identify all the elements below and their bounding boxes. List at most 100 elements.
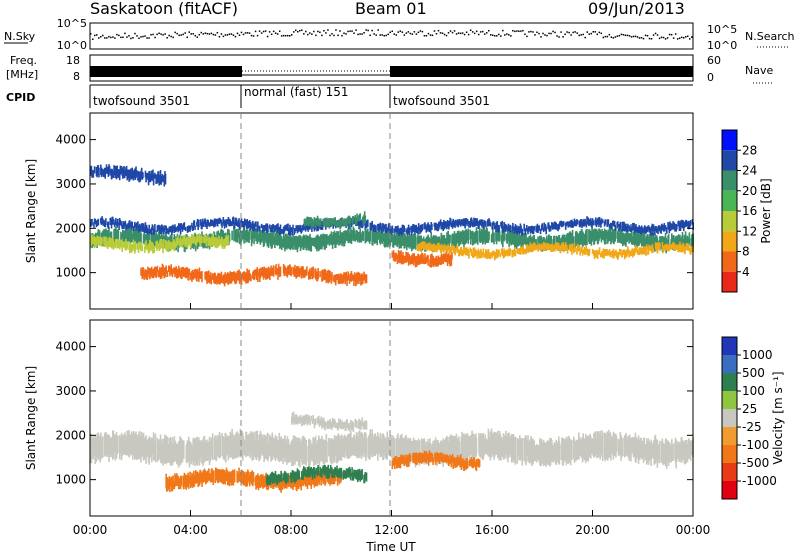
range-cell bbox=[465, 218, 468, 225]
range-cell bbox=[650, 439, 652, 467]
range-cell bbox=[251, 432, 254, 461]
range-cell bbox=[156, 265, 159, 273]
noise-point bbox=[174, 31, 176, 34]
range-cell bbox=[276, 228, 279, 233]
noise-point bbox=[321, 34, 323, 37]
range-cell bbox=[309, 270, 312, 280]
noise-point bbox=[226, 34, 229, 36]
power-panel: 1000 2000 3000 4000 Slant Range [km] 28 24 20… bbox=[24, 112, 773, 310]
noise-point bbox=[666, 37, 669, 39]
range-cell bbox=[182, 440, 185, 459]
noise-point bbox=[419, 30, 422, 32]
noise-point bbox=[626, 34, 629, 37]
range-cell bbox=[307, 466, 310, 477]
range-cell bbox=[678, 442, 681, 463]
range-cell bbox=[237, 228, 240, 239]
range-cell bbox=[119, 219, 122, 226]
range-cell bbox=[350, 472, 352, 481]
range-cell bbox=[201, 472, 203, 487]
range-cell bbox=[238, 467, 240, 482]
noise-point bbox=[425, 35, 428, 37]
range-cell bbox=[350, 220, 353, 228]
range-cell bbox=[349, 218, 352, 228]
x-axis-label: Time UT bbox=[365, 540, 416, 554]
range-cell bbox=[618, 248, 621, 256]
noise-point bbox=[485, 32, 488, 34]
noise-point bbox=[317, 30, 319, 33]
range-cell bbox=[371, 220, 373, 228]
range-cell bbox=[520, 246, 522, 251]
colorbar-tick-label: 4 bbox=[742, 265, 750, 279]
range-cell bbox=[231, 230, 233, 241]
noise-point bbox=[560, 31, 562, 33]
noise-point bbox=[622, 34, 625, 36]
range-cell bbox=[395, 226, 398, 233]
range-cell bbox=[596, 251, 599, 259]
noise-point bbox=[172, 36, 174, 39]
range-cell bbox=[647, 225, 650, 231]
range-cell bbox=[434, 452, 436, 462]
range-cell bbox=[578, 245, 581, 251]
range-cell bbox=[311, 237, 313, 246]
colorbar-swatch bbox=[722, 355, 737, 373]
noise-point bbox=[383, 34, 385, 37]
range-cell bbox=[277, 223, 279, 231]
range-cell bbox=[669, 443, 671, 462]
range-cell bbox=[662, 227, 665, 232]
range-cell bbox=[305, 234, 308, 251]
noise-point bbox=[596, 33, 599, 36]
range-cell bbox=[429, 225, 432, 233]
noise-point bbox=[578, 34, 580, 37]
range-cell bbox=[582, 232, 585, 246]
range-cell bbox=[356, 213, 358, 222]
range-cell bbox=[545, 226, 547, 235]
range-cell bbox=[272, 479, 275, 490]
range-cell bbox=[123, 224, 125, 230]
noise-point bbox=[552, 30, 554, 33]
range-cell bbox=[665, 227, 668, 234]
range-cell bbox=[110, 220, 113, 229]
range-cell bbox=[217, 240, 220, 248]
range-cell bbox=[346, 275, 348, 287]
range-cell bbox=[359, 213, 362, 220]
range-cell bbox=[166, 227, 168, 234]
range-cell bbox=[360, 422, 362, 430]
range-cell bbox=[170, 226, 172, 232]
range-cell bbox=[593, 251, 596, 260]
colorbar-swatch bbox=[722, 409, 737, 427]
range-cell bbox=[354, 233, 357, 242]
range-cell bbox=[101, 237, 103, 244]
noise-point bbox=[684, 36, 687, 38]
range-cell bbox=[91, 218, 93, 226]
range-cell bbox=[443, 235, 446, 244]
noise-point bbox=[359, 33, 361, 35]
noise-point bbox=[280, 35, 283, 37]
range-cell bbox=[577, 233, 580, 246]
range-cell bbox=[172, 224, 174, 232]
noise-point bbox=[168, 34, 170, 37]
range-cell bbox=[265, 270, 267, 280]
noise-point bbox=[144, 35, 146, 37]
range-cell bbox=[397, 249, 400, 262]
range-cell bbox=[274, 435, 277, 461]
range-cell bbox=[507, 231, 509, 241]
range-cell bbox=[488, 437, 490, 457]
noise-point bbox=[644, 34, 647, 37]
range-cell bbox=[346, 419, 348, 429]
range-cell bbox=[353, 469, 355, 479]
range-cell bbox=[684, 231, 687, 248]
noise-point bbox=[598, 31, 601, 34]
noise-point bbox=[208, 33, 211, 35]
range-cell bbox=[192, 225, 194, 231]
noise-point bbox=[540, 36, 542, 38]
range-cell bbox=[130, 431, 133, 456]
noise-point bbox=[429, 34, 432, 36]
range-cell bbox=[322, 465, 325, 474]
range-cell bbox=[437, 442, 440, 464]
range-cell bbox=[556, 443, 559, 463]
range-cell bbox=[292, 224, 294, 230]
noise-point bbox=[188, 31, 190, 33]
range-cell bbox=[620, 249, 622, 256]
range-cell bbox=[137, 245, 140, 253]
range-cell bbox=[493, 232, 495, 245]
